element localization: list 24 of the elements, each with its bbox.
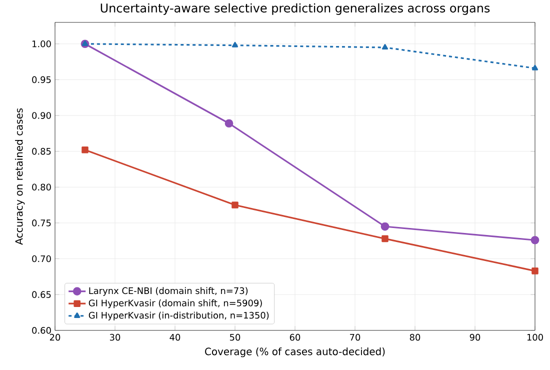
x-tick-label: 50 — [230, 334, 240, 340]
y-axis-title: Accuracy on retained cases — [15, 108, 25, 245]
legend-label: GI HyperKvasir (domain shift, n=5909) — [88, 299, 262, 308]
x-tick-label: 60 — [290, 334, 300, 340]
y-tick-label: 0.85 — [32, 148, 51, 155]
x-axis-title: Coverage (% of cases auto-decided) — [205, 347, 385, 357]
x-tick-label: 90 — [470, 334, 480, 340]
x-tick-label: 70 — [350, 334, 360, 340]
chart-title: Uncertainty-aware selective prediction generalizes across organs — [100, 3, 490, 15]
y-tick-label: 0.80 — [32, 184, 51, 190]
x-tick-label: 20 — [50, 334, 60, 340]
x-tick-label: 40 — [170, 334, 180, 340]
x-tick-label: 100 — [527, 334, 543, 340]
x-tick-label: 80 — [410, 334, 420, 340]
x-tick-label: 30 — [110, 334, 120, 340]
y-tick-label: 0.75 — [32, 219, 51, 226]
legend-label: GI HyperKvasir (in-distribution, n=1350) — [88, 312, 269, 320]
y-tick-label: 0.60 — [32, 326, 51, 334]
legend-label: Larynx CE-NBI (domain shift, n=73) — [89, 286, 248, 296]
y-tick-label: 0.65 — [32, 290, 51, 298]
y-tick-label: 0.70 — [32, 255, 51, 262]
y-tick-label: 1.00 — [32, 40, 51, 48]
y-tick-label: 0.90 — [32, 112, 51, 119]
y-tick-label: 0.95 — [32, 76, 51, 83]
